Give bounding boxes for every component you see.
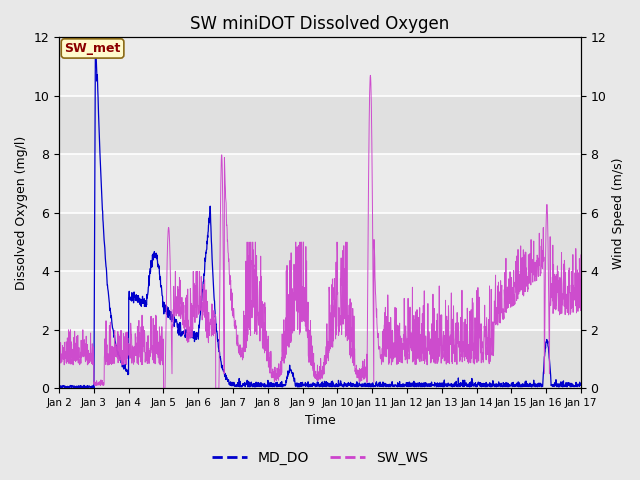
- Title: SW miniDOT Dissolved Oxygen: SW miniDOT Dissolved Oxygen: [190, 15, 450, 33]
- Bar: [59, 271, 581, 330]
- Bar: [59, 37, 581, 96]
- Text: SW_met: SW_met: [65, 42, 121, 55]
- Bar: [59, 155, 581, 213]
- Bar: [59, 213, 581, 271]
- Bar: [59, 96, 581, 155]
- Bar: [59, 330, 581, 388]
- Y-axis label: Dissolved Oxygen (mg/l): Dissolved Oxygen (mg/l): [15, 136, 28, 290]
- X-axis label: Time: Time: [305, 414, 335, 427]
- Y-axis label: Wind Speed (m/s): Wind Speed (m/s): [612, 157, 625, 269]
- Legend: MD_DO, SW_WS: MD_DO, SW_WS: [207, 445, 433, 471]
